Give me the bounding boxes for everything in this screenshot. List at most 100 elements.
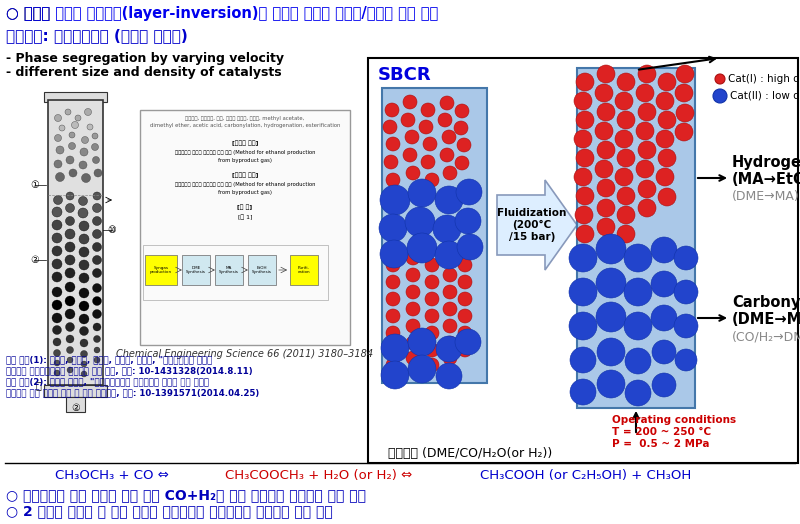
Circle shape: [597, 65, 615, 83]
Circle shape: [638, 199, 656, 217]
Circle shape: [425, 173, 439, 187]
Circle shape: [65, 255, 75, 265]
Circle shape: [383, 120, 397, 134]
Circle shape: [87, 124, 93, 130]
Text: 부루팡나를 이용한 에탄올의 제조 방법 (Method for ethanol production: 부루팡나를 이용한 에탄올의 제조 방법 (Method for ethanol…: [174, 150, 315, 155]
Circle shape: [440, 96, 454, 110]
Bar: [140, 110, 350, 345]
Circle shape: [454, 121, 468, 135]
Circle shape: [455, 329, 481, 355]
Circle shape: [92, 133, 98, 139]
Circle shape: [408, 179, 436, 207]
Circle shape: [54, 360, 60, 366]
Circle shape: [65, 229, 75, 239]
Circle shape: [651, 305, 677, 331]
Circle shape: [569, 312, 597, 340]
Circle shape: [54, 115, 62, 122]
Circle shape: [93, 157, 99, 163]
Circle shape: [401, 113, 415, 127]
Circle shape: [380, 185, 410, 215]
Circle shape: [56, 146, 64, 154]
Circle shape: [421, 155, 435, 169]
Circle shape: [617, 111, 635, 129]
Circle shape: [53, 325, 62, 334]
Circle shape: [94, 357, 100, 363]
Circle shape: [54, 160, 62, 168]
Circle shape: [52, 313, 62, 323]
Circle shape: [715, 74, 725, 84]
Circle shape: [651, 237, 677, 263]
Circle shape: [93, 310, 102, 319]
Text: Operating conditions: Operating conditions: [612, 415, 736, 425]
Circle shape: [443, 302, 457, 316]
Circle shape: [79, 260, 89, 270]
Circle shape: [386, 292, 400, 306]
Bar: [215, 255, 243, 285]
Text: 세테이트 직접 합성용 촉매 및 이의 제조방법, 등록: 10-1391571(2014.04.25): 세테이트 직접 합성용 촉매 및 이의 제조방법, 등록: 10-1391571…: [6, 388, 259, 397]
Circle shape: [79, 273, 89, 283]
Bar: [577, 68, 695, 408]
Circle shape: [617, 73, 635, 91]
Circle shape: [438, 113, 452, 127]
Circle shape: [403, 148, 417, 162]
Circle shape: [78, 196, 87, 205]
Circle shape: [52, 220, 62, 230]
Text: P =  0.5 ~ 2 MPa: P = 0.5 ~ 2 MPa: [612, 439, 710, 449]
Circle shape: [79, 314, 89, 324]
Circle shape: [408, 355, 436, 383]
Circle shape: [66, 192, 74, 200]
Circle shape: [443, 319, 457, 333]
Bar: [248, 255, 276, 285]
Text: EtOH
Synthesis: EtOH Synthesis: [252, 266, 272, 274]
Circle shape: [624, 312, 652, 340]
Circle shape: [94, 169, 102, 177]
Circle shape: [638, 180, 656, 198]
Circle shape: [442, 130, 456, 144]
Circle shape: [79, 247, 89, 257]
Circle shape: [652, 373, 676, 397]
Circle shape: [81, 371, 87, 377]
Circle shape: [576, 111, 594, 129]
Circle shape: [52, 287, 62, 297]
Bar: [182, 255, 210, 285]
Circle shape: [379, 214, 407, 242]
Circle shape: [595, 160, 613, 178]
Text: 부생가스 (DME/CO/H₂O(or H₂)): 부생가스 (DME/CO/H₂O(or H₂)): [388, 447, 552, 460]
Circle shape: [440, 148, 454, 162]
Circle shape: [576, 149, 594, 167]
Text: 특허 등록(2): 배종욱 장인혁, "디메틸에테르의 카르보닐화 반응에 의한 메틸아: 특허 등록(2): 배종욱 장인혁, "디메틸에테르의 카르보닐화 반응에 의한…: [6, 377, 209, 386]
Circle shape: [443, 251, 457, 265]
Circle shape: [595, 122, 613, 140]
Circle shape: [79, 301, 89, 311]
Text: CH₃OCH₃ + CO ⇔: CH₃OCH₃ + CO ⇔: [55, 469, 173, 482]
Circle shape: [457, 138, 471, 152]
Circle shape: [384, 155, 398, 169]
Circle shape: [386, 258, 400, 272]
Circle shape: [569, 244, 597, 272]
Circle shape: [638, 141, 656, 159]
Circle shape: [574, 130, 592, 148]
Circle shape: [656, 92, 674, 110]
Text: ①: ①: [30, 180, 39, 190]
Circle shape: [456, 179, 482, 205]
Circle shape: [66, 322, 74, 332]
Circle shape: [674, 246, 698, 270]
Circle shape: [71, 122, 78, 128]
Circle shape: [425, 326, 439, 340]
Bar: [145, 255, 177, 285]
Text: ②: ②: [72, 403, 80, 413]
Circle shape: [54, 135, 62, 141]
Bar: [44, 92, 107, 102]
Circle shape: [67, 367, 73, 373]
Circle shape: [66, 156, 74, 164]
Circle shape: [93, 216, 102, 225]
Circle shape: [386, 358, 400, 372]
Circle shape: [676, 65, 694, 83]
Text: Cat(I) : high density: Cat(I) : high density: [728, 74, 800, 84]
Circle shape: [455, 104, 469, 118]
Circle shape: [651, 271, 677, 297]
Circle shape: [656, 130, 674, 148]
Circle shape: [625, 380, 651, 406]
Circle shape: [658, 149, 676, 167]
Circle shape: [597, 199, 615, 217]
